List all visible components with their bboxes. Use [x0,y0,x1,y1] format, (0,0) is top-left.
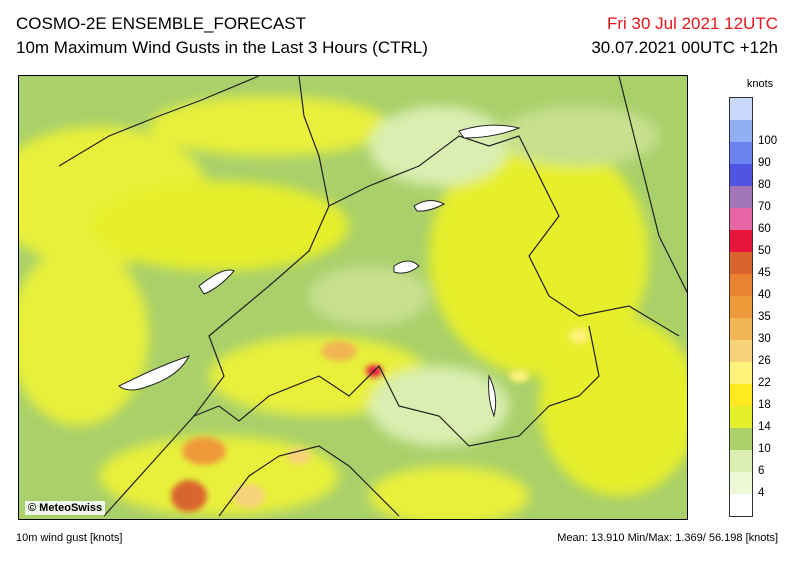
legend-swatch [730,406,752,428]
legend-swatch [730,296,752,318]
legend-swatch [730,164,752,186]
legend-swatch [730,494,752,516]
legend-swatch [730,142,752,164]
legend-swatch [730,98,752,120]
legend-label: 30 [758,333,771,345]
legend-label: 14 [758,421,771,433]
legend-swatch [730,472,752,494]
legend-swatch [730,252,752,274]
legend-swatch [730,230,752,252]
legend-swatch [730,120,752,142]
valid-time: Fri 30 Jul 2021 12UTC [606,14,778,33]
legend-label: 100 [758,135,778,147]
lakes [118,124,521,418]
color-legend [729,97,753,517]
strong-gust-spots [171,328,589,512]
legend-swatch [730,428,752,450]
legend-swatch [730,274,752,296]
wind-gust-map: © MeteoSwiss [18,75,688,520]
legend-units: knots [746,78,774,90]
legend-label: 60 [758,223,771,235]
yellow-wind-zones [19,96,687,519]
border-lines [58,76,687,517]
legend-label: 70 [758,201,771,213]
copyright-label: © MeteoSwiss [25,501,106,515]
run-time: 30.07.2021 00UTC +12h [591,38,778,57]
legend-label: 50 [758,245,771,257]
legend-label: 22 [758,377,771,389]
map-canvas [19,76,687,519]
legend-label: 26 [758,355,771,367]
legend-label: 6 [758,465,765,477]
legend-swatch [730,318,752,340]
legend-label: 18 [758,399,771,411]
legend-swatch [730,450,752,472]
legend-label: 45 [758,267,771,279]
legend-swatch [730,186,752,208]
legend-swatch [730,340,752,362]
legend-label: 80 [758,179,771,191]
legend-label: 10 [758,443,771,455]
legend-swatch [730,362,752,384]
legend-labels: 4 6 10 14 18 22 26 30 35 40 45 50 60 70 80 90 100 [758,97,798,517]
legend-label: 4 [758,487,765,499]
legend-swatch [730,208,752,230]
legend-label: 90 [758,157,771,169]
variable-label: 10m wind gust [knots] [16,532,123,544]
legend-label: 40 [758,289,771,301]
map-subtitle: 10m Maximum Wind Gusts in the Last 3 Hou… [16,38,428,57]
legend-swatch [730,384,752,406]
statistics-label: Mean: 13.910 Min/Max: 1.369/ 56.198 [kno… [557,532,778,544]
legend-label: 35 [758,311,771,323]
map-title: COSMO-2E ENSEMBLE_FORECAST [16,14,307,33]
